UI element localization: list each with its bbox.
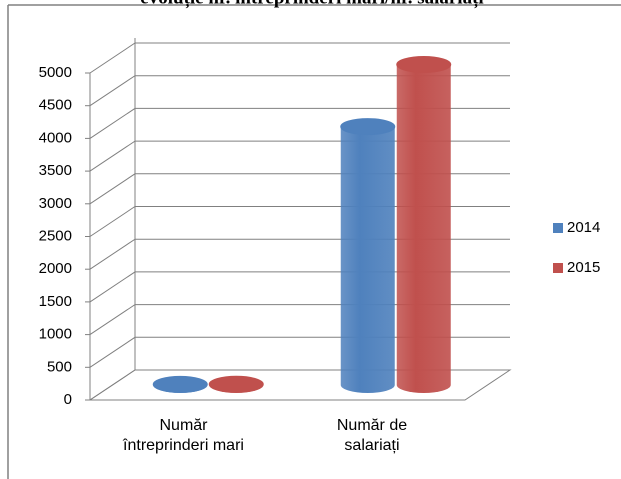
y-tick-label: 4000: [39, 129, 72, 146]
bar: [340, 126, 395, 394]
y-tick-label: 3500: [39, 162, 72, 179]
legend-swatch: [553, 263, 563, 273]
y-tick-label: 3000: [39, 195, 72, 212]
y-tick-label: 1500: [39, 293, 72, 310]
bar-top: [152, 375, 208, 393]
x-tick-label: Număr de salariați: [336, 417, 408, 454]
legend-swatch: [553, 223, 563, 233]
grid-line: [89, 107, 510, 139]
y-tick-label: 1000: [39, 326, 72, 343]
chart-title: evoluție nr. întreprinderi mari/nr. sala…: [140, 0, 483, 8]
x-tick-label: Număr întreprinderi mari: [123, 417, 244, 454]
legend-label: 2014: [567, 219, 600, 236]
bar-top: [396, 56, 452, 74]
bar-top: [340, 118, 396, 136]
y-tick-label: 0: [64, 391, 72, 408]
legend-label: 2015: [567, 259, 600, 276]
bar: [396, 64, 451, 393]
grid-line: [89, 75, 510, 107]
y-tick-label: 500: [47, 358, 72, 375]
grid-line: [89, 42, 510, 74]
y-tick-label: 2500: [39, 227, 72, 244]
bar-top: [208, 375, 264, 393]
y-tick-label: 5000: [39, 64, 72, 81]
y-tick-label: 4500: [39, 97, 72, 114]
y-tick-label: 2000: [39, 260, 72, 277]
